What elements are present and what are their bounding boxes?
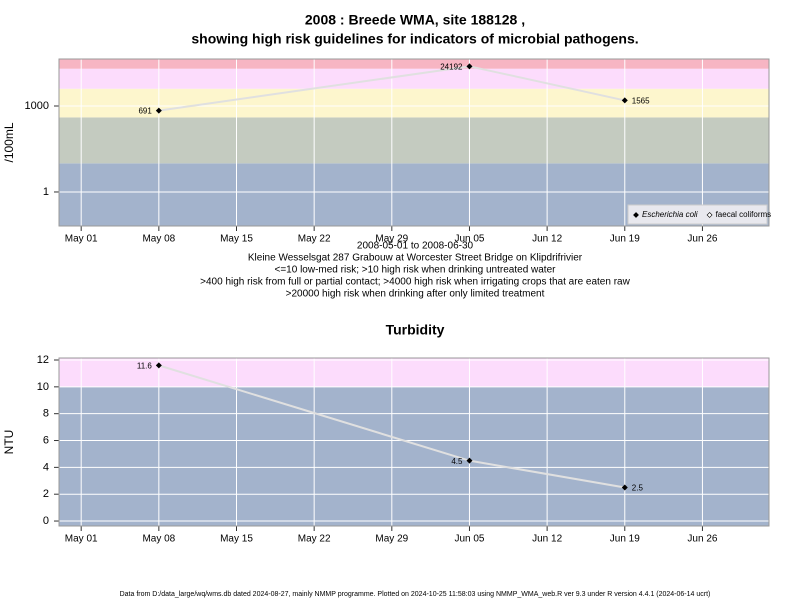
plot-frame — [58, 357, 770, 527]
legend-label: faecal coliforms — [716, 210, 772, 219]
x-tick-label: May 15 — [220, 534, 253, 545]
x-tick-label: Jun 19 — [610, 534, 640, 545]
x-tick-label: May 22 — [298, 234, 331, 245]
x-tick-label: Jun 26 — [687, 234, 717, 245]
x-tick-label: Jun 05 — [454, 534, 484, 545]
x-tick-label: May 08 — [142, 234, 175, 245]
risk-band — [59, 68, 769, 89]
note: >20000 high risk when drinking after onl… — [286, 289, 545, 300]
risk-band — [59, 358, 769, 387]
x-tick-label: May 29 — [375, 534, 408, 545]
data-label: 2.5 — [632, 484, 644, 493]
x-tick-label: Jun 12 — [532, 234, 562, 245]
legend-symbol — [706, 212, 713, 218]
risk-band — [59, 386, 769, 526]
data-point — [155, 107, 162, 114]
y-tick-label: 4 — [43, 461, 49, 473]
y-tick-label: 2 — [43, 488, 49, 500]
data-label: 11.6 — [137, 361, 153, 370]
data-label: 4.5 — [451, 457, 463, 466]
x-tick-label: Jun 12 — [532, 534, 562, 545]
note: 2008-05-01 to 2008-06-30 — [357, 241, 474, 252]
y-tick-label: 12 — [37, 354, 49, 366]
chart-subtitle: showing high risk guidelines for indicat… — [191, 31, 638, 47]
x-tick-label: Jun 05 — [454, 234, 484, 245]
y-tick-label: 10 — [37, 381, 49, 393]
data-label: 24192 — [440, 62, 463, 71]
y-tick-label: 1000 — [25, 100, 49, 112]
data-point — [621, 97, 628, 104]
x-tick-label: Jun 19 — [610, 234, 640, 245]
data-label: 691 — [138, 107, 152, 116]
risk-band — [59, 117, 769, 164]
plot-frame — [58, 58, 770, 227]
y-tick-label: 6 — [43, 434, 49, 446]
note: Kleine Wesselsgat 287 Grabouw at Worcest… — [248, 253, 583, 264]
x-tick-label: May 29 — [375, 234, 408, 245]
legend-label: Escherichia coli — [642, 210, 698, 219]
data-point — [466, 457, 473, 464]
note: >400 high risk from full or partial cont… — [200, 277, 630, 288]
x-tick-label: May 15 — [220, 234, 253, 245]
legend-symbol — [633, 212, 639, 218]
y-axis-label: NTU — [2, 430, 16, 455]
y-axis-label: /100mL — [2, 122, 16, 162]
footer: Data from D:/data_large/wq/wms.db dated … — [120, 591, 711, 598]
legend-box — [627, 204, 768, 225]
x-tick-label: Jun 26 — [687, 534, 717, 545]
y-tick-label: 0 — [43, 515, 49, 527]
risk-band — [59, 88, 769, 118]
x-tick-label: May 22 — [298, 534, 331, 545]
y-tick-label: 8 — [43, 408, 49, 420]
risk-band — [59, 59, 769, 69]
chart-title: 2008 : Breede WMA, site 188128 , — [305, 12, 525, 28]
chart-title: Turbidity — [386, 322, 445, 338]
x-tick-label: May 08 — [142, 534, 175, 545]
data-label: 1565 — [632, 97, 650, 106]
data-point — [466, 63, 473, 70]
x-tick-label: May 01 — [65, 234, 98, 245]
data-point — [155, 362, 162, 369]
y-tick-label: 1 — [43, 186, 49, 198]
note: <=10 low-med risk; >10 high risk when dr… — [275, 265, 557, 276]
data-point — [621, 484, 628, 491]
x-tick-label: May 01 — [65, 534, 98, 545]
legend: Escherichia coli faecal coliforms — [627, 204, 772, 225]
